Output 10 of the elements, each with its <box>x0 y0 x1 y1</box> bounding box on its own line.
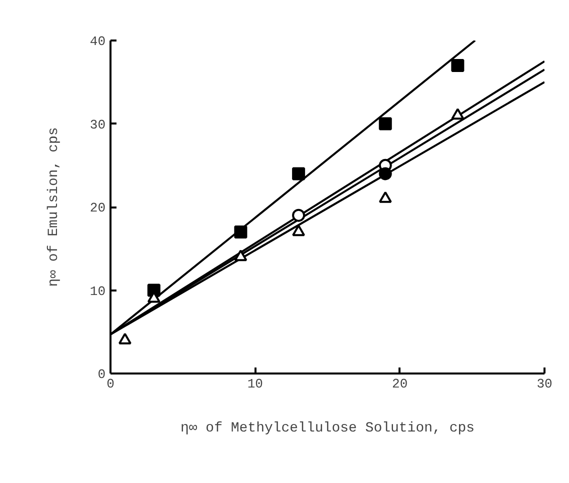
x-tick-label: 20 <box>392 376 408 392</box>
y-tick-label: 10 <box>90 284 106 299</box>
x-axis-title: η∞ of Methylcellulose Solution, cps <box>180 420 475 436</box>
y-tick-label: 0 <box>98 367 106 382</box>
x-tick-label: 10 <box>247 376 263 392</box>
y-tick-label: 40 <box>90 34 106 49</box>
y-axis-title: η∞ of Emulsion, cps <box>46 127 62 287</box>
x-tick-label: 30 <box>536 376 552 392</box>
y-tick-label: 30 <box>90 117 106 132</box>
y-tick-label: 20 <box>90 200 106 216</box>
